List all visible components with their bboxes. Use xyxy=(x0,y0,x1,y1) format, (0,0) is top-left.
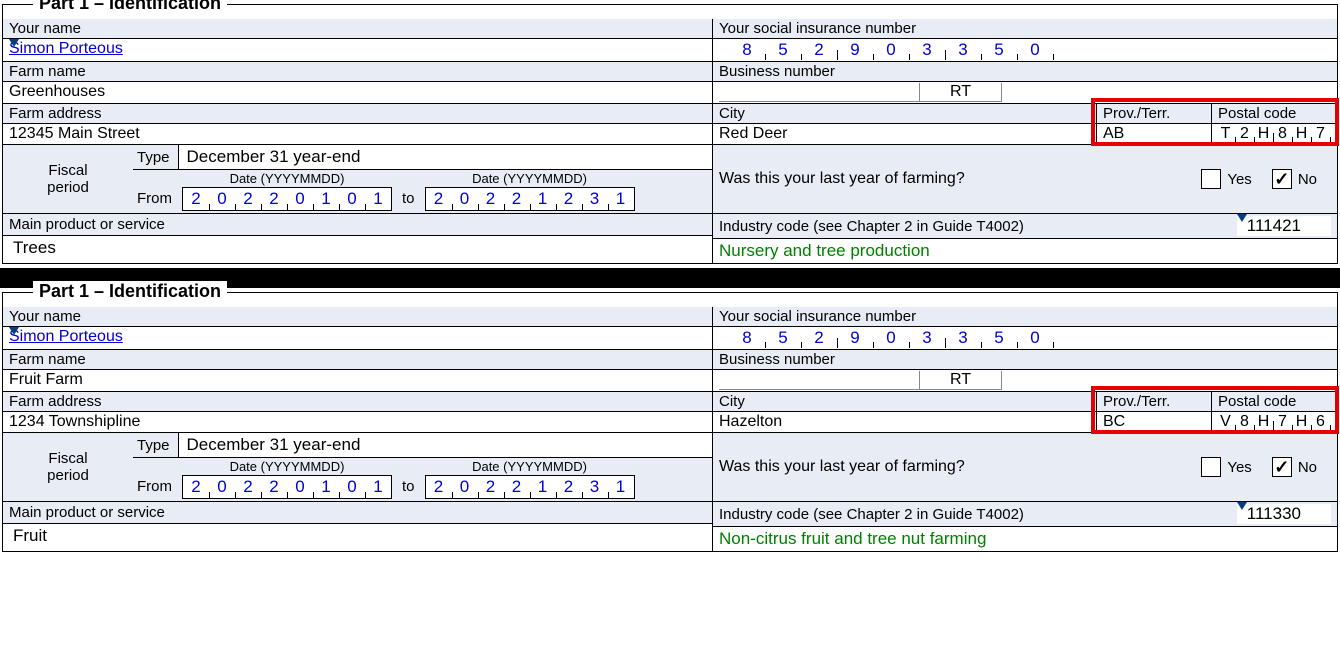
sin-value[interactable]: 852903350 xyxy=(713,39,1337,61)
sin-digit: 8 xyxy=(729,40,765,60)
sin-digit: 0 xyxy=(1017,328,1053,348)
postal-value[interactable]: V8H7H6 xyxy=(1212,412,1337,432)
date-to[interactable]: Date (YYYYMMDD)20221231 xyxy=(425,170,635,211)
farm-name-label: Farm name xyxy=(3,62,713,81)
farm-name-value[interactable]: Greenhouses xyxy=(3,82,713,103)
fiscal-period-label: Fiscalperiod xyxy=(3,433,133,501)
postal-label: Postal code xyxy=(1212,392,1337,411)
marker-icon xyxy=(1237,214,1247,222)
business-number-label: Business number xyxy=(713,62,1337,81)
main-product-label: Main product or service xyxy=(3,214,712,236)
farm-name-label: Farm name xyxy=(3,350,713,369)
prov-value[interactable]: AB xyxy=(1097,124,1212,144)
no-label: No xyxy=(1298,459,1317,476)
postal-label: Postal code xyxy=(1212,104,1337,123)
sin-value[interactable]: 852903350 xyxy=(713,327,1337,349)
from-label: From xyxy=(133,190,182,211)
identification-section: Part 1 – IdentificationYour nameYour soc… xyxy=(2,292,1338,552)
sin-digit: 0 xyxy=(873,40,909,60)
yes-checkbox[interactable] xyxy=(1201,457,1221,477)
city-label: City xyxy=(713,392,1097,411)
industry-description: Nursery and tree production xyxy=(713,239,1337,263)
yes-label: Yes xyxy=(1227,459,1251,476)
prov-value[interactable]: BC xyxy=(1097,412,1212,432)
date-to[interactable]: Date (YYYYMMDD)20221231 xyxy=(425,458,635,499)
sin-digit: 2 xyxy=(801,328,837,348)
sin-digit: 9 xyxy=(837,328,873,348)
postal-value[interactable]: T2H8H7 xyxy=(1212,124,1337,144)
yes-checkbox[interactable] xyxy=(1201,169,1221,189)
sin-digit: 5 xyxy=(765,328,801,348)
sin-label: Your social insurance number xyxy=(713,19,1337,38)
main-product-value[interactable]: Trees xyxy=(3,236,712,260)
marker-icon xyxy=(9,39,19,47)
sin-digit: 8 xyxy=(729,328,765,348)
your-name-label: Your name xyxy=(3,307,713,326)
farm-address-value[interactable]: 1234 Townshipline xyxy=(3,412,713,432)
identification-section: Part 1 – IdentificationYour nameYour soc… xyxy=(2,4,1338,264)
sin-digit: 2 xyxy=(801,40,837,60)
farm-name-value[interactable]: Fruit Farm xyxy=(3,370,713,391)
sin-digit: 3 xyxy=(945,40,981,60)
section-legend: Part 1 – Identification xyxy=(33,281,227,302)
industry-code-label: Industry code (see Chapter 2 in Guide T4… xyxy=(719,218,1227,235)
sin-digit: 3 xyxy=(909,328,945,348)
business-number-value[interactable]: RT xyxy=(713,370,1337,391)
date-from[interactable]: Date (YYYYMMDD)20220101 xyxy=(182,170,392,211)
type-label: Type xyxy=(133,435,178,456)
industry-code-value[interactable]: 111421 xyxy=(1237,216,1331,236)
main-product-value[interactable]: Fruit xyxy=(3,524,712,548)
farm-address-label: Farm address xyxy=(3,104,713,123)
type-label: Type xyxy=(133,147,178,168)
sin-label: Your social insurance number xyxy=(713,307,1337,326)
business-number-value[interactable]: RT xyxy=(713,82,1337,103)
business-number-label: Business number xyxy=(713,350,1337,369)
prov-label: Prov./Terr. xyxy=(1097,104,1212,123)
sin-digit: 5 xyxy=(981,328,1017,348)
sin-digit: 0 xyxy=(873,328,909,348)
city-value[interactable]: Hazelton xyxy=(713,412,1097,432)
industry-description: Non-citrus fruit and tree nut farming xyxy=(713,527,1337,551)
city-value[interactable]: Red Deer xyxy=(713,124,1097,144)
sin-digit: 5 xyxy=(981,40,1017,60)
city-label: City xyxy=(713,104,1097,123)
from-label: From xyxy=(133,478,182,499)
last-year-question: Was this your last year of farming? xyxy=(719,458,1201,476)
industry-code-label: Industry code (see Chapter 2 in Guide T4… xyxy=(719,506,1227,523)
your-name-label: Your name xyxy=(3,19,713,38)
fiscal-period-label: Fiscalperiod xyxy=(3,145,133,213)
section-legend: Part 1 – Identification xyxy=(33,0,227,14)
your-name-value[interactable]: Simon Porteous xyxy=(3,327,713,349)
type-value[interactable]: December 31 year-end xyxy=(178,145,712,169)
last-year-question: Was this your last year of farming? xyxy=(719,170,1201,188)
main-product-label: Main product or service xyxy=(3,502,712,524)
sin-digit: 3 xyxy=(945,328,981,348)
your-name-value[interactable]: Simon Porteous xyxy=(3,39,713,61)
no-checkbox[interactable]: ✓ xyxy=(1272,457,1292,477)
marker-icon xyxy=(9,327,19,335)
farm-address-value[interactable]: 12345 Main Street xyxy=(3,124,713,144)
farm-address-label: Farm address xyxy=(3,392,713,411)
prov-label: Prov./Terr. xyxy=(1097,392,1212,411)
yes-label: Yes xyxy=(1227,171,1251,188)
sin-digit: 3 xyxy=(909,40,945,60)
to-label: to xyxy=(392,478,425,499)
sin-digit: 5 xyxy=(765,40,801,60)
date-from[interactable]: Date (YYYYMMDD)20220101 xyxy=(182,458,392,499)
sin-digit: 9 xyxy=(837,40,873,60)
no-checkbox[interactable]: ✓ xyxy=(1272,169,1292,189)
industry-code-value[interactable]: 111330 xyxy=(1237,504,1331,524)
no-label: No xyxy=(1298,171,1317,188)
sin-digit: 0 xyxy=(1017,40,1053,60)
to-label: to xyxy=(392,190,425,211)
marker-icon xyxy=(1237,502,1247,510)
type-value[interactable]: December 31 year-end xyxy=(178,433,712,457)
